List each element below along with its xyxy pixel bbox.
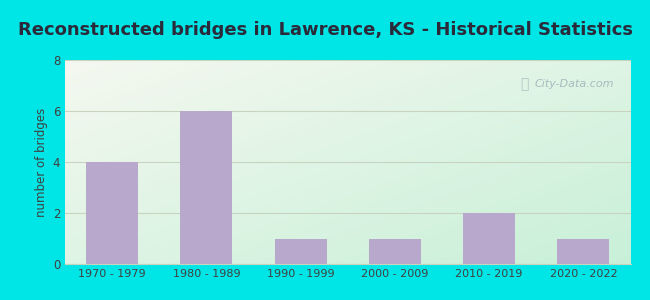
Text: ⓘ: ⓘ: [520, 77, 528, 92]
Bar: [86, 162, 138, 264]
Y-axis label: number of bridges: number of bridges: [36, 107, 49, 217]
Bar: [558, 238, 609, 264]
Bar: [463, 213, 515, 264]
Bar: [181, 111, 232, 264]
Text: City-Data.com: City-Data.com: [534, 80, 614, 89]
Bar: [275, 238, 326, 264]
Text: Reconstructed bridges in Lawrence, KS - Historical Statistics: Reconstructed bridges in Lawrence, KS - …: [18, 21, 632, 39]
Bar: [369, 238, 421, 264]
